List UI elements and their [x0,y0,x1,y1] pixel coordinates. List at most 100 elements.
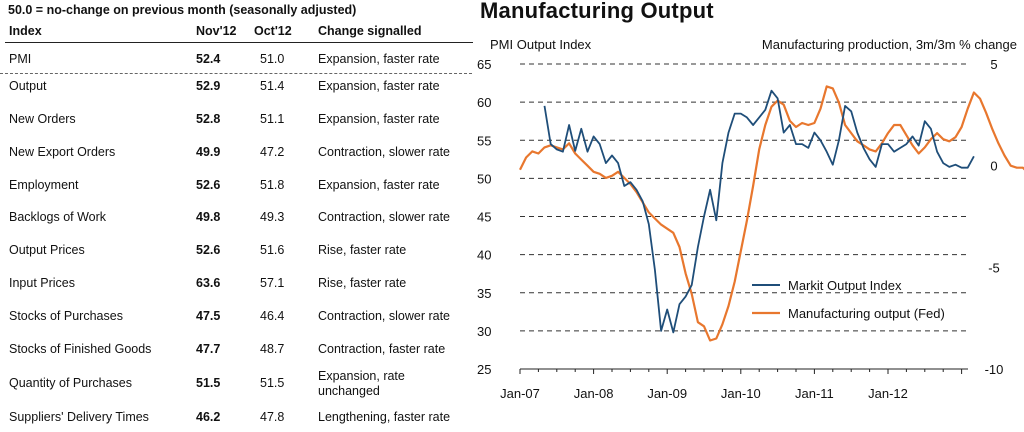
nov-value: 52.8 [196,112,221,126]
left-tick-label: 55 [477,133,491,148]
table-row: New Export Orders 49.9 47.2 Contraction, sl… [0,145,472,161]
legend: Markit Output Index Manufacturing output … [752,278,945,321]
oct-value: 51.6 [260,243,285,257]
nov-value: 46.2 [196,410,221,424]
nov-value: 52.4 [196,52,221,66]
oct-value: 51.1 [260,112,285,126]
left-tick-label: 50 [477,171,491,186]
change-signalled: Contraction, slower rate [318,210,450,225]
change-line: Contraction, slower rate [318,210,451,224]
pmi-table: 50.0 = no-change on previous month (seas… [0,0,473,432]
change-line: unchanged [318,384,380,398]
nov-value: 47.7 [196,342,221,356]
table-row: Output Prices 52.6 51.6 Rise, faster rate [0,243,472,259]
oct-value: 51.0 [260,52,285,66]
nov-value: 52.6 [196,243,221,257]
index-name: Employment [9,178,79,192]
x-tick-label: Jan-12 [868,386,908,401]
header-index: Index [9,24,42,38]
series [519,85,1024,342]
index-name: Stocks of Finished Goods [9,342,152,356]
left-tick-label: 30 [477,324,491,339]
oct-value: 51.8 [260,178,285,192]
table-row: Output 52.9 51.4 Expansion, faster rate [0,79,472,95]
left-tick-label: 35 [477,286,491,301]
left-tick-label: 60 [477,95,491,110]
x-tick-label: Jan-11 [795,386,834,401]
manufacturing-output-chart: Jan-07 Jan-08 Jan-09 Jan-10 Jan-11 Jan-12 25 3… [477,37,1024,401]
index-name: Stocks of Purchases [9,309,123,323]
table-row: Stocks of Purchases 47.5 46.4 Contraction, … [0,309,472,325]
change-line: Expansion, faster rate [318,79,440,93]
left-axis-label: PMI Output Index [490,37,592,52]
change-line: Lengthening, faster rate [318,410,451,424]
markit-output-line [543,89,975,334]
index-name: Suppliers' Delivery Times [9,410,149,424]
nov-value: 52.6 [196,178,221,192]
oct-value: 48.7 [260,342,285,356]
nov-value: 47.5 [196,309,221,323]
x-tick-label: Jan-08 [574,386,614,401]
right-axis-label: Manufacturing production, 3m/3m % change [762,37,1017,52]
table-note: 50.0 = no-change on previous month (seas… [8,3,357,17]
x-axis: Jan-07 Jan-08 Jan-09 Jan-10 Jan-11 Jan-12 [500,369,963,401]
right-tick-label: 0 [990,159,997,174]
x-tick-label: Jan-10 [721,386,761,401]
change-line: Contraction, faster rate [318,342,446,356]
table-row: Quantity of Purchases 51.5 51.5 Expansion, … [0,369,472,398]
table-row: New Orders 52.8 51.1 Expansion, faster rate [0,112,472,128]
change-line: Contraction, slower rate [318,145,451,159]
change-line: Expansion, faster rate [318,112,440,126]
table-row: Employment 52.6 51.8 Expansion, faster rate [0,178,472,194]
x-tick-label: Jan-07 [500,386,540,401]
nov-value: 49.8 [196,210,221,224]
change-line: Contraction, slower rate [318,309,451,323]
change-signalled: Expansion, faster rate [318,178,440,193]
oct-value: 51.4 [260,79,285,93]
chart-panel: Jan-07 Jan-08 Jan-09 Jan-10 Jan-11 Jan-12 25 3… [474,0,1024,432]
y-axes: 25 30 35 40 45 50 55 60 65 -10 -5 0 5 [477,57,1003,377]
table-row: PMI 52.4 51.0 Expansion, faster rate [0,52,472,74]
change-line: Expansion, rate [318,369,405,383]
right-tick-label: -10 [985,362,1004,377]
index-name: PMI [9,52,32,66]
grid [520,63,968,332]
nov-value: 51.5 [196,376,221,390]
index-name: Input Prices [9,276,76,290]
oct-value: 51.5 [260,376,285,390]
x-tick-label: Jan-09 [647,386,687,401]
change-signalled: Contraction, slower rate [318,145,450,160]
header-divider [5,42,473,43]
chart-title: Manufacturing Output [480,0,714,23]
legend-label-fed: Manufacturing output (Fed) [788,306,945,321]
table-row: Backlogs of Work 49.8 49.3 Contraction, slo… [0,210,472,226]
left-tick-label: 40 [477,248,491,263]
left-tick-label: 25 [477,362,491,377]
left-tick-label: 45 [477,210,491,225]
change-line: Expansion, faster rate [318,52,440,66]
fed-output-line [519,85,1024,342]
oct-value: 46.4 [260,309,285,323]
change-signalled: Expansion, faster rate [318,79,440,94]
index-name: Output [9,79,47,93]
change-signalled: Rise, faster rate [318,276,406,291]
oct-value: 57.1 [260,276,285,290]
change-line: Rise, faster rate [318,276,407,290]
right-tick-label: -5 [988,260,1000,275]
header-nov: Nov'12 [196,24,237,38]
change-line: Rise, faster rate [318,243,407,257]
header-change: Change signalled [318,24,422,38]
legend-label-markit: Markit Output Index [788,278,902,293]
oct-value: 49.3 [260,210,285,224]
nov-value: 49.9 [196,145,221,159]
oct-value: 47.2 [260,145,285,159]
change-line: Expansion, faster rate [318,178,440,192]
table-row: Stocks of Finished Goods 47.7 48.7 Contract… [0,342,472,358]
change-signalled: Lengthening, faster rate [318,410,450,425]
oct-value: 47.8 [260,410,285,424]
index-name: New Export Orders [9,145,116,159]
right-tick-label: 5 [990,57,997,72]
change-signalled: Rise, faster rate [318,243,406,258]
change-signalled: Contraction, slower rate [318,309,450,324]
index-name: Backlogs of Work [9,210,107,224]
